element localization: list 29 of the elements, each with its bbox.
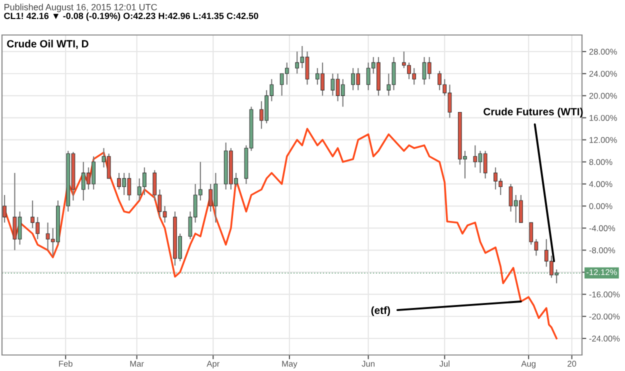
y-tick-label: 12.00% [590,137,617,143]
x-tick-label: 20 [568,360,576,367]
y-tick-label: -16.00% [589,292,620,298]
x-tick-label: Jun [362,360,374,367]
x-tick-label: Feb [59,360,72,367]
y-tick-label: 16.00% [590,114,617,121]
chart-title: Crude Oil WTI, D [7,40,88,49]
annotation: (etf) [371,306,390,316]
y-tick-label: 0.00% [589,203,612,210]
y-tick-label: -20.00% [589,314,620,320]
y-tick-label: -24.00% [589,336,620,342]
ref-line-label: -12.12% [586,269,617,276]
y-tick-label: 24.00% [589,70,617,77]
text: Published August 16, 2015 12:01 UTC [4,4,157,12]
x-tick-label: Aug [521,360,536,368]
y-tick-label: -4.00% [589,225,616,232]
chart-subtitle: CL1! 42.16 ▼ -0.08 (-0.19%) O:42.23 H:42.96 L:41.35 C:42.50 [4,12,258,21]
y-tick-label: 28.00% [589,48,617,55]
x-tick-label: Mar [130,360,144,367]
annotation: Crude Futures (WTI) [484,108,583,118]
y-tick-label: -8.00% [589,247,616,254]
y-tick-label: 4.00% [589,181,612,188]
x-tick-label: Apr [206,360,220,368]
line-series [4,128,558,340]
y-tick-label: 20.00% [589,92,617,99]
x-tick-label: Jul [439,360,450,367]
y-tick-label: 8.00% [589,159,612,165]
candlestick [2,194,6,224]
x-tick-label: May [282,360,298,368]
